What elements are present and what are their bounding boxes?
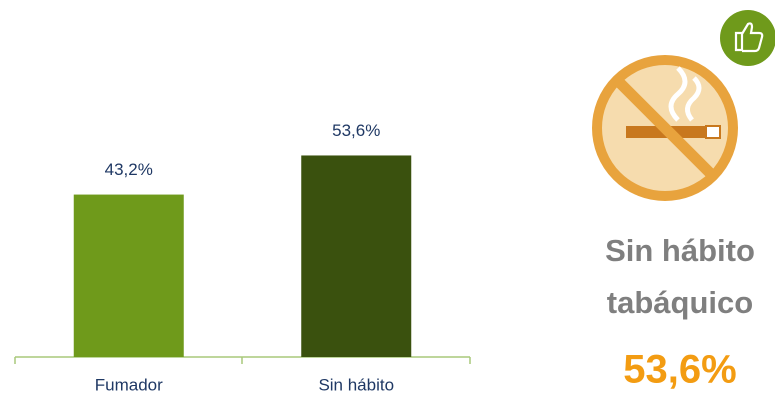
axis (14, 356, 471, 364)
no-smoking-icon (592, 55, 738, 201)
bar (301, 155, 412, 357)
data-label: 53,6% (332, 121, 380, 140)
callout-value: 53,6% (623, 348, 736, 392)
bar (73, 194, 184, 357)
callout-line: tabáquico (607, 285, 753, 320)
x-tick-label: Sin hábito (318, 375, 394, 394)
callout-line: Sin hábito (605, 233, 755, 268)
x-tick-label: Fumador (95, 375, 163, 394)
thumbs-up-badge (720, 10, 775, 66)
data-label: 43,2% (105, 160, 153, 179)
